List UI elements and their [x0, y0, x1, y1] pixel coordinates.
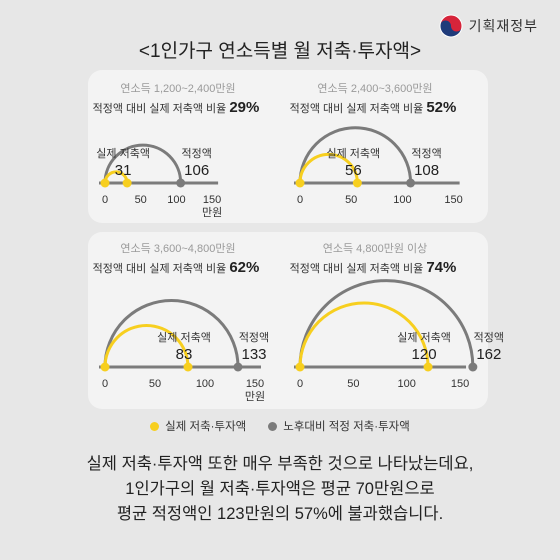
x-tick-label: 100: [398, 378, 416, 390]
chart-title: 연소득 2,400~3,600만원: [317, 82, 432, 95]
recommended-point: [176, 178, 186, 188]
recommended-point: [406, 178, 416, 188]
ratio-label: 적정액 대비 실제 저축액 비율 62%: [93, 259, 260, 276]
ratio-label: 적정액 대비 실제 저축액 비율 74%: [290, 259, 457, 276]
legend: 실제 저축·투자액 노후대비 적정 저축·투자액: [0, 418, 560, 434]
actual-point: [423, 362, 433, 372]
x-tick-label: 100: [167, 194, 185, 206]
actual-point: [183, 362, 193, 372]
origin-point: [295, 178, 305, 188]
actual-label: 실제 저축액: [96, 147, 150, 160]
recommended-value: 133: [241, 346, 266, 363]
taegeuk-icon: [439, 14, 463, 38]
ministry-logo: 기획재정부: [439, 14, 538, 38]
ratio-value: 29%: [229, 99, 259, 116]
ratio-value: 62%: [229, 259, 259, 276]
legend-item-actual: 실제 저축·투자액: [150, 418, 246, 434]
x-tick-label: 0: [102, 194, 108, 206]
x-tick-label: 100: [393, 194, 411, 206]
actual-value: 31: [115, 162, 132, 179]
legend-dot-actual: [150, 421, 160, 431]
x-tick-label: 0: [297, 378, 303, 390]
actual-value: 83: [176, 346, 193, 363]
recommended-arc: [298, 279, 475, 368]
actual-arc: [298, 301, 430, 368]
x-tick-label: 50: [149, 378, 161, 390]
actual-value: 56: [345, 162, 362, 179]
x-tick-label: 0: [297, 194, 303, 206]
recommended-value: 108: [414, 162, 439, 179]
chart-title: 연소득 1,200~2,400만원: [120, 82, 235, 95]
summary-text: 실제 저축·투자액 또한 매우 부족한 것으로 나타났는데요, 1인가구의 월 …: [0, 452, 560, 527]
recommended-arc: [103, 299, 240, 368]
x-tick-label: 150: [246, 378, 264, 390]
summary-line: 평균 적정액인 123만원의 57%에 불과했습니다.: [116, 505, 444, 523]
recommended-label: 적정액: [411, 147, 441, 160]
ratio-label: 적정액 대비 실제 저축액 비율 52%: [290, 99, 457, 116]
x-unit-label: 만원: [202, 206, 222, 219]
origin-point: [100, 178, 110, 188]
chart-title: 연소득 3,600~4,800만원: [120, 242, 235, 255]
chart-title: 연소득 4,800만원 이상: [323, 242, 427, 255]
ratio-label: 적정액 대비 실제 저축액 비율 29%: [93, 99, 260, 116]
chart-panel-bottom: [88, 232, 488, 409]
recommended-label: 적정액: [474, 331, 504, 344]
actual-label: 실제 저축액: [327, 147, 381, 160]
actual-point: [122, 178, 132, 188]
recommended-value: 162: [476, 346, 501, 363]
legend-item-recommended: 노후대비 적정 저축·투자액: [268, 418, 410, 434]
actual-arc: [103, 324, 190, 368]
recommended-point: [233, 362, 243, 372]
x-tick-label: 150: [451, 378, 469, 390]
x-tick-label: 0: [102, 378, 108, 390]
x-tick-label: 100: [196, 378, 214, 390]
origin-point: [295, 362, 305, 372]
recommended-label: 적정액: [181, 147, 211, 160]
x-tick-label: 50: [345, 194, 357, 206]
recommended-value: 106: [184, 162, 209, 179]
legend-label-actual: 실제 저축·투자액: [165, 421, 247, 433]
actual-label: 실제 저축액: [157, 331, 211, 344]
legend-label-recommended: 노후대비 적정 저축·투자액: [283, 421, 410, 433]
summary-line: 실제 저축·투자액 또한 매우 부족한 것으로 나타났는데요,: [86, 455, 474, 473]
actual-value: 120: [412, 346, 437, 363]
origin-point: [100, 362, 110, 372]
x-tick-label: 150: [444, 194, 462, 206]
ratio-value: 74%: [426, 259, 456, 276]
actual-arc: [298, 152, 359, 184]
recommended-point: [468, 362, 478, 372]
x-tick-label: 150: [203, 194, 221, 206]
summary-line: 1인가구의 월 저축·투자액은 평균 70만원으로: [125, 480, 435, 498]
x-unit-label: 만원: [245, 390, 265, 403]
logo-text: 기획재정부: [468, 18, 538, 34]
page-title: <1인가구 연소득별 월 저축·투자액>: [138, 41, 422, 62]
recommended-arc: [298, 126, 413, 184]
recommended-arc: [103, 143, 183, 184]
x-tick-label: 50: [347, 378, 359, 390]
actual-point: [352, 178, 362, 188]
ratio-value: 52%: [426, 99, 456, 116]
recommended-label: 적정액: [239, 331, 269, 344]
actual-label: 실제 저축액: [397, 331, 451, 344]
x-tick-label: 50: [135, 194, 147, 206]
legend-dot-recommended: [268, 421, 278, 431]
